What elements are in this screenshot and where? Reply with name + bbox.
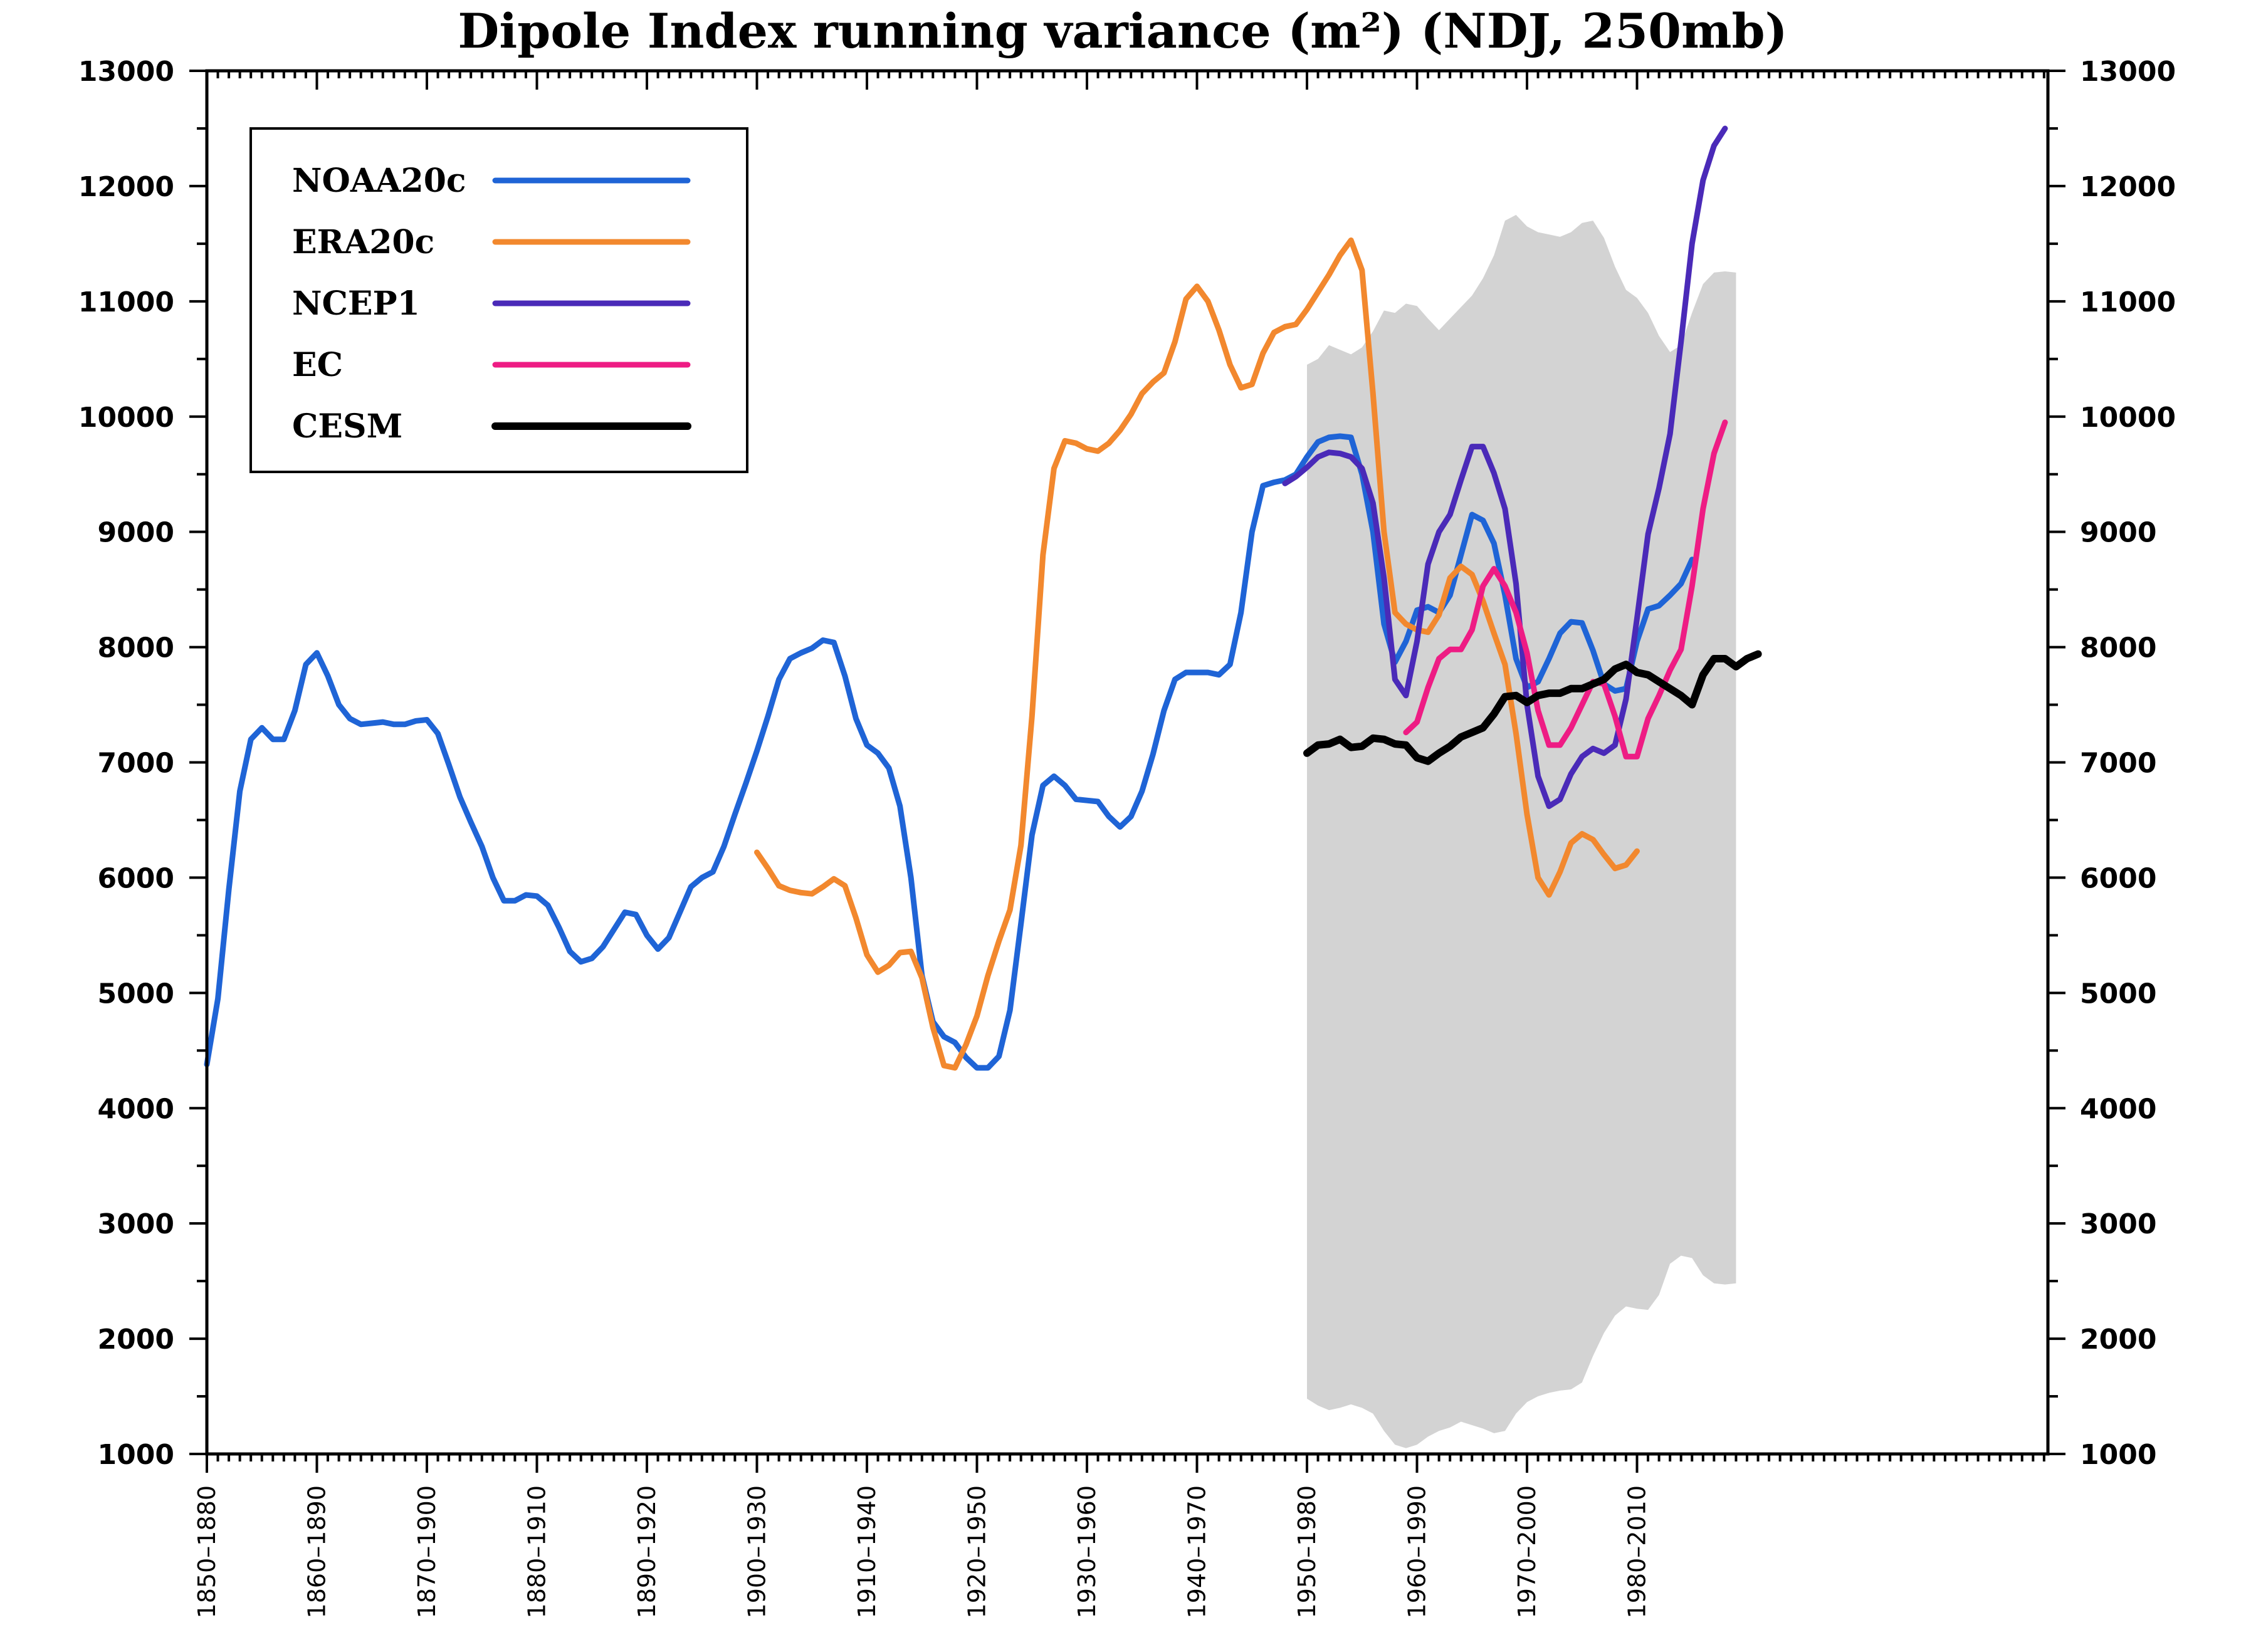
x-tick-label: 1970–2000 [1513, 1485, 1541, 1618]
chart-title: Dipole Index running variance (m²) (NDJ,… [458, 3, 1787, 59]
legend-label-ncep1: NCEP1 [292, 285, 420, 323]
y-tick-label-right: 11000 [2080, 286, 2176, 318]
y-tick-label-left: 1000 [98, 1439, 174, 1471]
y-tick-label-left: 4000 [98, 1093, 174, 1125]
x-tick-label: 1870–1900 [413, 1485, 441, 1618]
y-tick-label-left: 9000 [98, 517, 174, 549]
y-tick-label-left: 10000 [78, 402, 174, 434]
x-tick-label: 1940–1970 [1183, 1485, 1211, 1618]
y-tick-label-right: 10000 [2080, 402, 2176, 434]
x-tick-label: 1900–1930 [743, 1485, 771, 1618]
y-tick-label-left: 12000 [78, 171, 174, 203]
y-tick-label-right: 7000 [2080, 748, 2156, 780]
axes: 1000 1000 2000 2000 3000 3000 4000 4000 5000 5000… [78, 56, 2176, 1618]
x-tick-label: 1850–1880 [193, 1485, 221, 1618]
y-tick-label-left: 11000 [78, 286, 174, 318]
y-tick-label-right: 4000 [2080, 1093, 2156, 1125]
y-tick-label-left: 7000 [98, 748, 174, 780]
legend: NOAA20c ERA20c NCEP1 EC CESM [249, 127, 748, 473]
y-tick-label-right: 2000 [2080, 1324, 2156, 1356]
x-tick-label: 1890–1920 [633, 1485, 661, 1618]
y-tick-label-left: 8000 [98, 632, 174, 664]
series-line-era20c [754, 237, 1640, 1071]
y-tick-label-right: 9000 [2080, 517, 2156, 549]
y-tick-label-left: 5000 [98, 978, 174, 1010]
spread-band-1 [1307, 214, 1736, 1448]
y-tick-label-right: 6000 [2080, 862, 2156, 894]
series-line-cesm [1303, 650, 1762, 765]
y-tick-label-right: 5000 [2080, 978, 2156, 1010]
y-tick-label-right: 12000 [2080, 171, 2176, 203]
y-tick-label-left: 3000 [98, 1208, 174, 1240]
y-tick-label-left: 2000 [98, 1324, 174, 1356]
y-tick-label-right: 8000 [2080, 632, 2156, 664]
y-tick-label-right: 1000 [2080, 1439, 2156, 1471]
legend-box [249, 127, 748, 473]
series-line-ec [1403, 419, 1728, 760]
series-line-ncep1 [1282, 125, 1728, 809]
x-tick-label: 1950–1980 [1293, 1485, 1321, 1618]
x-tick-label: 1930–1960 [1073, 1485, 1101, 1618]
y-tick-label-right: 3000 [2080, 1208, 2156, 1240]
legend-label-cesm: CESM [292, 407, 402, 446]
x-tick-label: 1860–1890 [303, 1485, 331, 1618]
x-tick-label: 1980–2010 [1624, 1485, 1651, 1618]
spread-bands [1307, 214, 1736, 1448]
series-lines [204, 125, 1762, 1071]
legend-label-ec: EC [292, 346, 343, 384]
y-tick-label-left: 13000 [78, 56, 174, 88]
x-tick-label: 1960–1990 [1404, 1485, 1431, 1618]
legend-label-noaa20c: NOAA20c [292, 162, 466, 200]
x-tick-label: 1920–1950 [963, 1485, 991, 1618]
y-tick-label-left: 6000 [98, 862, 174, 894]
x-tick-label: 1910–1940 [853, 1485, 881, 1618]
legend-label-era20c: ERA20c [292, 223, 434, 261]
y-tick-label-right: 13000 [2080, 56, 2176, 88]
x-tick-label: 1880–1910 [523, 1485, 551, 1618]
